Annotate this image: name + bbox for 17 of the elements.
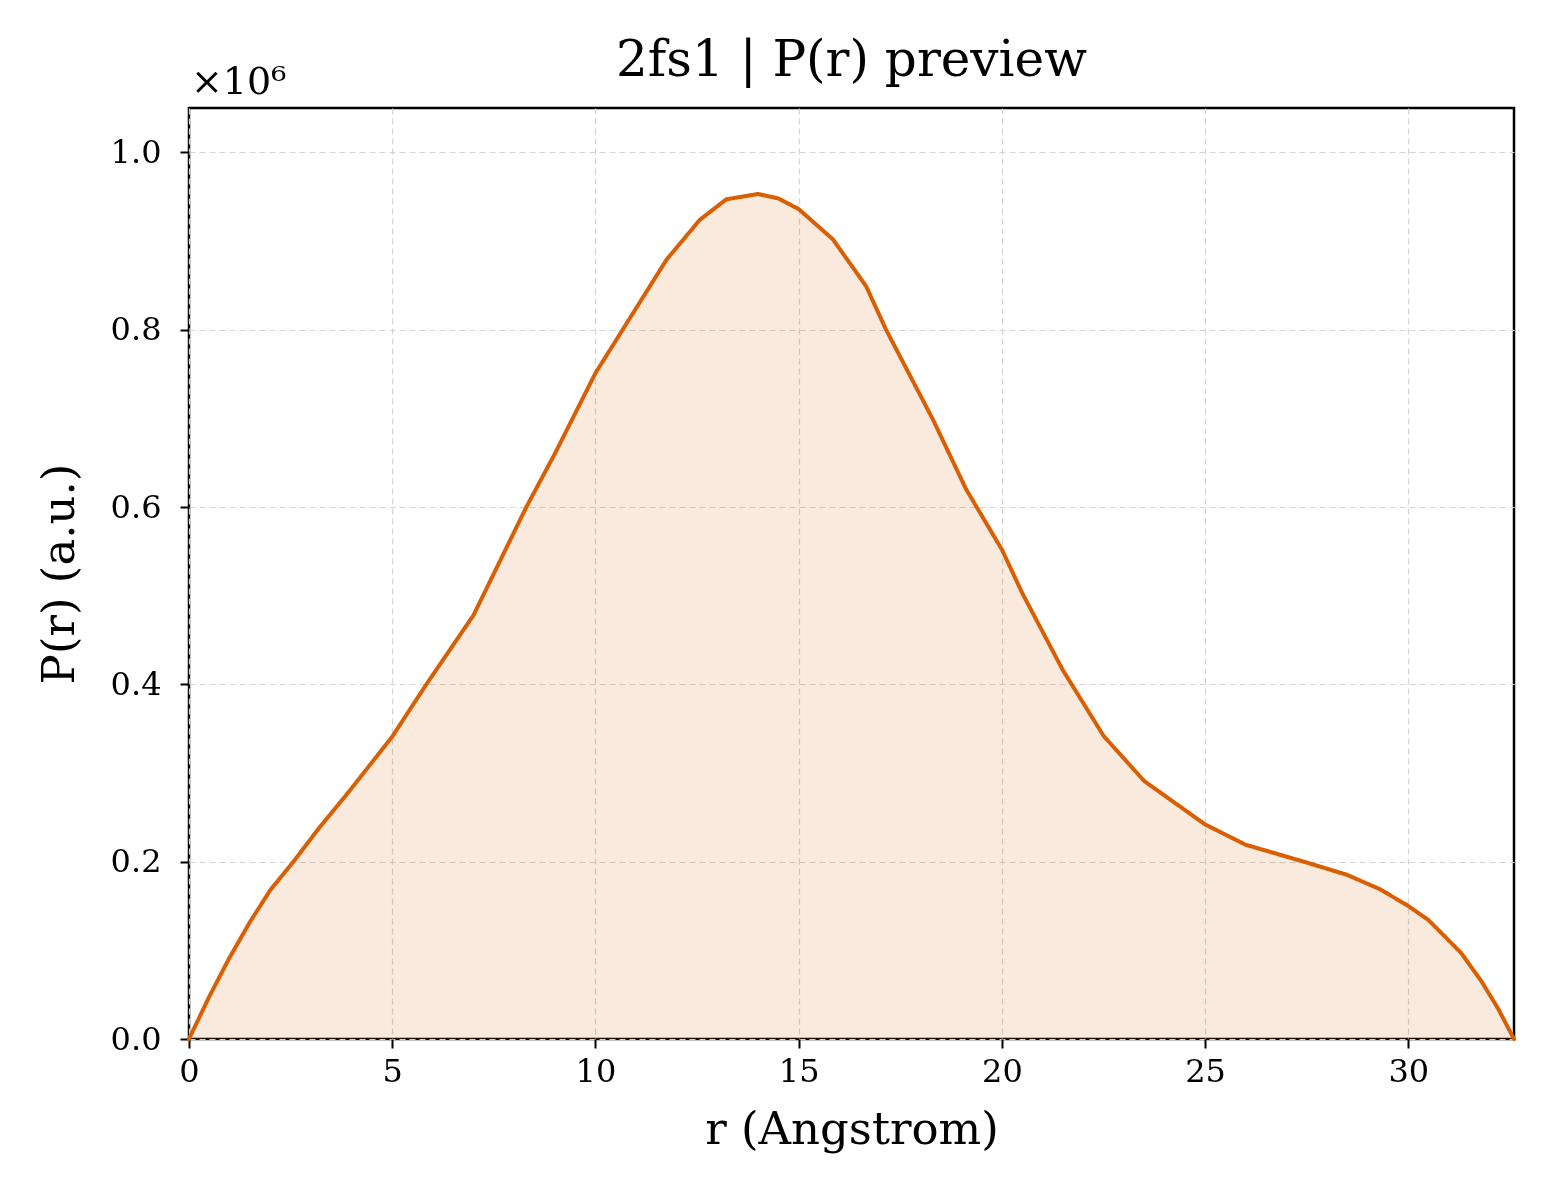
x-tick-label: 15 xyxy=(778,1051,820,1090)
x-tick-label: 5 xyxy=(382,1051,403,1090)
y-tick-label: 0.8 xyxy=(110,310,162,349)
x-tick-label: 30 xyxy=(1388,1051,1430,1090)
y-tick-label: 0.4 xyxy=(110,664,162,703)
x-tick-label: 20 xyxy=(982,1051,1023,1090)
text: ×10⁶ xyxy=(191,59,287,103)
x-tick-label: 0 xyxy=(179,1051,200,1090)
y-tick-label: 1.0 xyxy=(110,132,162,171)
y-axis-title: P(r) (a.u.) xyxy=(31,463,85,685)
chart-title: 2fs1 | P(r) preview xyxy=(616,30,1088,88)
y-tick-label: 0.0 xyxy=(110,1019,162,1058)
y-tick-label: 0.6 xyxy=(110,487,162,526)
x-axis-title: r (Angstrom) xyxy=(705,1101,999,1155)
x-tick-label: 25 xyxy=(1185,1051,1226,1090)
x-tick-label: 10 xyxy=(575,1051,617,1090)
y-tick-label: 0.2 xyxy=(110,842,162,881)
